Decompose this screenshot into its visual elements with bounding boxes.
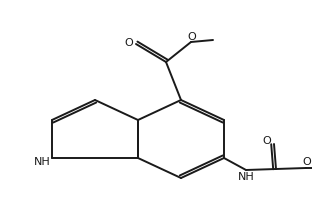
Text: O: O [263, 136, 271, 146]
Text: O: O [188, 32, 196, 42]
Text: NH: NH [34, 157, 50, 167]
Text: O: O [303, 157, 311, 167]
Text: O: O [124, 38, 133, 48]
Text: NH: NH [238, 172, 254, 182]
